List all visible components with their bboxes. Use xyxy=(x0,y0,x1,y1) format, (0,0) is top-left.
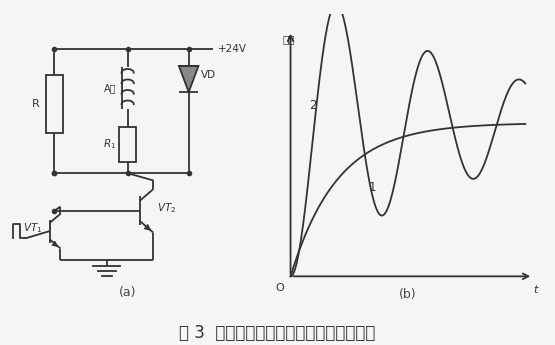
Bar xyxy=(46,75,63,132)
Text: 转角: 转角 xyxy=(282,34,295,44)
Text: (a): (a) xyxy=(119,286,137,299)
Polygon shape xyxy=(179,66,199,92)
Text: 1: 1 xyxy=(369,181,376,194)
Text: O: O xyxy=(275,283,284,293)
Text: 图 3  单电压功率驱动接口及单步响应曲线: 图 3 单电压功率驱动接口及单步响应曲线 xyxy=(179,324,376,342)
Text: VD: VD xyxy=(201,70,216,80)
Text: t: t xyxy=(533,285,538,295)
Text: R: R xyxy=(32,99,40,109)
Text: (b): (b) xyxy=(399,288,417,302)
Text: 2: 2 xyxy=(309,99,316,112)
Text: A相: A相 xyxy=(104,83,117,93)
Bar xyxy=(119,127,136,161)
Text: $VT_2$: $VT_2$ xyxy=(157,201,176,215)
Text: +24V: +24V xyxy=(218,43,247,53)
Text: $VT_1$: $VT_1$ xyxy=(23,221,42,235)
Text: $R_1$: $R_1$ xyxy=(103,137,117,151)
